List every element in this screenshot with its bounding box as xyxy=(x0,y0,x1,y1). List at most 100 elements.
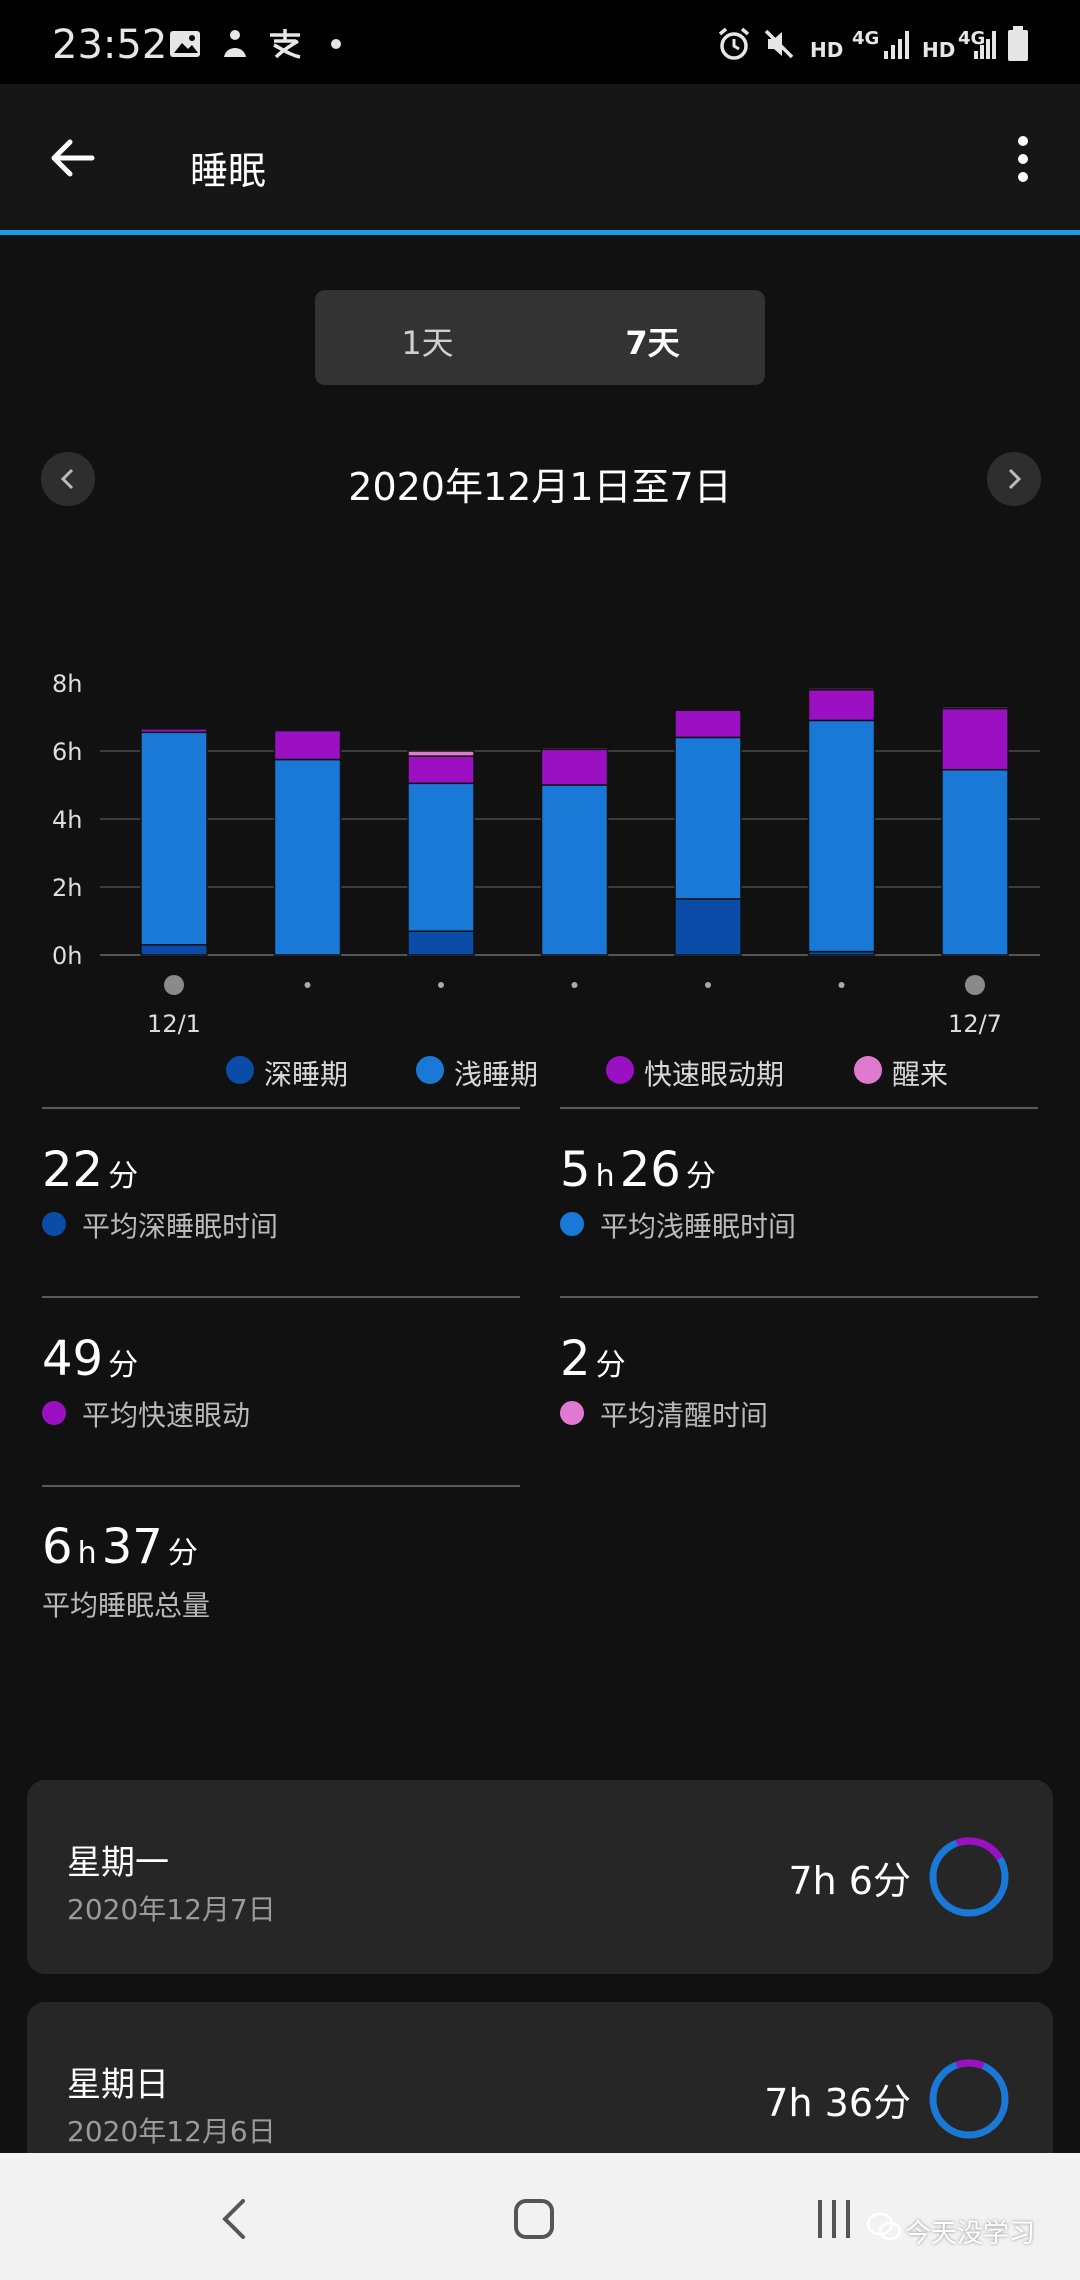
stat-divider xyxy=(42,1296,520,1298)
system-nav-bar xyxy=(0,2153,1080,2280)
bar-segment-light xyxy=(273,758,342,956)
network-type: 4G xyxy=(852,28,880,49)
day-card-total: 7h 36分 xyxy=(764,2081,911,2125)
x-axis-day-marker xyxy=(965,975,985,995)
stat-divider xyxy=(42,1107,520,1109)
wechat-icon xyxy=(866,2212,902,2241)
stat-minutes: 49 xyxy=(42,1331,104,1387)
next-range-button[interactable] xyxy=(987,452,1041,506)
range-segmented-control xyxy=(315,290,765,385)
nav-home-icon[interactable] xyxy=(510,2195,558,2243)
stat-avg-light-label: 平均浅睡眠时间 xyxy=(600,1210,797,1243)
bar-segment-light xyxy=(807,719,876,953)
app-bar-accent-line xyxy=(0,230,1080,235)
app-bar xyxy=(0,84,1080,234)
x-axis-day-marker xyxy=(438,982,444,988)
stat-dot-light xyxy=(560,1212,584,1236)
stat-divider xyxy=(560,1107,1038,1109)
hd-indicator-2: HD xyxy=(922,38,956,62)
y-tick-label: 2h xyxy=(52,874,82,902)
stat-minutes: 22 xyxy=(42,1142,104,1198)
chevron-left-icon xyxy=(60,468,74,490)
chevron-right-icon xyxy=(1008,468,1022,490)
alarm-icon xyxy=(718,27,750,60)
day-card-weekday: 星期日 xyxy=(67,2065,169,2105)
legend-label-deep: 深睡期 xyxy=(264,1058,349,1091)
stat-minutes: 26 xyxy=(619,1142,681,1198)
stat-unit-min: 分 xyxy=(595,1348,626,1383)
stat-unit-min: 分 xyxy=(108,1159,139,1194)
stat-avg-deep-label: 平均深睡眠时间 xyxy=(82,1210,279,1243)
bar-segment-light xyxy=(407,782,475,932)
legend-dot-deep xyxy=(226,1056,254,1084)
bar-segment-awake xyxy=(540,746,609,751)
signal-icon xyxy=(884,31,909,59)
legend-label-rem: 快速眼动期 xyxy=(644,1058,785,1091)
day-card-weekday: 星期一 xyxy=(67,1843,169,1883)
bar-segment-deep xyxy=(674,898,742,956)
bar-segment-rem xyxy=(807,689,876,722)
bar-segment-light xyxy=(674,736,742,900)
mute-icon xyxy=(764,29,794,59)
sleep-stacked-bar-chart: 0h 2h 4h 6h 8h 12/1 12/7 xyxy=(52,670,1040,1038)
bar-segment-deep xyxy=(140,944,208,956)
more-options-icon[interactable] xyxy=(1006,134,1040,184)
stat-avg-light-value: 5 h 26 分 xyxy=(560,1142,716,1198)
signal-icon-2 xyxy=(974,31,996,59)
nav-back-icon[interactable] xyxy=(215,2195,255,2243)
back-arrow-icon[interactable] xyxy=(48,134,96,182)
stat-dot-deep xyxy=(42,1212,66,1236)
stat-dot-awake xyxy=(560,1401,584,1425)
bar-segment-light xyxy=(140,731,208,946)
nav-recents-icon[interactable] xyxy=(814,2198,858,2240)
stat-unit-h: h xyxy=(595,1159,615,1194)
stat-divider xyxy=(560,1296,1038,1298)
tab-1-day[interactable]: 1天 xyxy=(401,324,454,362)
legend-label-awake: 醒来 xyxy=(892,1058,949,1091)
bar-segment-light xyxy=(540,784,609,956)
y-tick-label: 4h xyxy=(52,806,82,834)
day-card-date: 2020年12月6日 xyxy=(67,2115,276,2148)
stat-avg-awake-label: 平均清醒时间 xyxy=(600,1399,769,1432)
stat-unit-min: 分 xyxy=(167,1536,198,1571)
app-notification-icon xyxy=(224,30,246,57)
y-tick-label: 0h xyxy=(52,942,82,970)
bar-segment-awake xyxy=(407,750,475,757)
bar-segment-deep xyxy=(407,930,475,956)
alipay-icon xyxy=(270,29,301,59)
bar-segment-rem xyxy=(941,707,1009,771)
stat-avg-awake-value: 2 分 xyxy=(560,1331,626,1387)
gallery-icon xyxy=(170,31,200,57)
x-axis-day-marker xyxy=(304,982,311,988)
legend-dot-awake xyxy=(854,1056,882,1084)
y-tick-label: 6h xyxy=(52,738,82,766)
y-tick-label: 8h xyxy=(52,670,82,698)
stat-unit-min: 分 xyxy=(685,1159,716,1194)
x-tick-label: 12/7 xyxy=(948,1010,1002,1038)
stat-avg-rem-label: 平均快速眼动 xyxy=(82,1399,251,1432)
stat-minutes: 37 xyxy=(101,1519,163,1575)
bar-segment-light xyxy=(941,768,1009,956)
stat-avg-rem-value: 49 分 xyxy=(42,1331,138,1387)
bar-segment-rem xyxy=(140,728,208,734)
page-title: 睡眠 xyxy=(190,149,267,193)
day-card-date: 2020年12月7日 xyxy=(67,1893,276,1926)
stat-dot-rem xyxy=(42,1401,66,1425)
prev-range-button[interactable] xyxy=(41,452,95,506)
stat-divider xyxy=(42,1485,520,1487)
battery-icon xyxy=(1008,26,1028,61)
hd-indicator: HD xyxy=(810,38,844,62)
x-tick-label: 12/1 xyxy=(147,1010,201,1038)
stat-unit-min: 分 xyxy=(108,1348,139,1383)
bar-segment-awake xyxy=(807,687,876,691)
x-axis-day-marker xyxy=(164,975,184,995)
legend-dot-light xyxy=(416,1056,444,1084)
bar-segment-rem xyxy=(407,755,475,785)
bar-segment-rem xyxy=(273,729,342,761)
stat-hours: 5 xyxy=(560,1142,591,1198)
stat-avg-total-label: 平均睡眠总量 xyxy=(42,1589,211,1622)
day-card-monday[interactable]: 星期一 2020年12月7日 7h 6分 xyxy=(27,1780,1053,1974)
tab-7-days[interactable]: 7天 xyxy=(625,324,680,362)
x-axis-day-marker xyxy=(838,982,845,988)
status-time: 23:52 xyxy=(52,22,168,68)
